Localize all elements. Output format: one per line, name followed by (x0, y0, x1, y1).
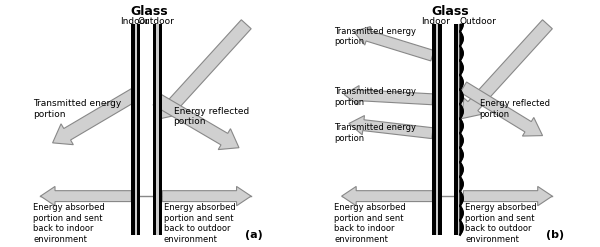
Text: Transmitted energy
portion: Transmitted energy portion (334, 124, 416, 143)
Bar (134, 24, 137, 235)
Bar (454, 24, 458, 235)
Text: Energy absorbed
portion and sent
back to indoor
environment: Energy absorbed portion and sent back to… (334, 203, 406, 244)
Polygon shape (461, 20, 553, 119)
Polygon shape (53, 89, 138, 145)
Bar (438, 24, 442, 235)
Polygon shape (160, 20, 251, 119)
Text: Transmitted energy
portion: Transmitted energy portion (334, 87, 416, 107)
Polygon shape (354, 26, 434, 61)
Polygon shape (153, 94, 239, 150)
Bar (159, 24, 162, 235)
Text: Transmitted energy
portion: Transmitted energy portion (33, 99, 121, 119)
Text: (b): (b) (546, 230, 565, 240)
Bar (131, 24, 134, 235)
Text: Indoor: Indoor (120, 17, 149, 26)
Bar (157, 24, 159, 235)
Bar (458, 24, 460, 235)
Text: Indoor: Indoor (421, 17, 450, 26)
Polygon shape (463, 186, 552, 206)
Text: Energy absorbed
portion and sent
back to indoor
environment: Energy absorbed portion and sent back to… (33, 203, 105, 244)
Polygon shape (341, 186, 433, 206)
Polygon shape (40, 186, 131, 206)
Polygon shape (460, 24, 463, 235)
Text: Glass: Glass (432, 5, 469, 18)
Text: Energy absorbed
portion and sent
back to outdoor
environment: Energy absorbed portion and sent back to… (164, 203, 236, 244)
Text: Glass: Glass (131, 5, 168, 18)
Bar (153, 24, 157, 235)
Text: (a): (a) (245, 230, 263, 240)
Text: Transmitted energy
portion: Transmitted energy portion (334, 27, 416, 46)
Text: Energy absorbed
portion and sent
back to outdoor
environment: Energy absorbed portion and sent back to… (465, 203, 537, 244)
Polygon shape (349, 116, 433, 139)
Polygon shape (344, 85, 433, 105)
Text: Energy reflected
portion: Energy reflected portion (173, 106, 249, 126)
Text: Outdoor: Outdoor (138, 17, 175, 26)
Bar (137, 24, 140, 235)
Bar (436, 24, 438, 235)
Text: Outdoor: Outdoor (459, 17, 496, 26)
Bar (433, 24, 436, 235)
Polygon shape (460, 82, 542, 136)
Text: Energy reflected
portion: Energy reflected portion (479, 99, 550, 119)
Polygon shape (162, 186, 251, 206)
